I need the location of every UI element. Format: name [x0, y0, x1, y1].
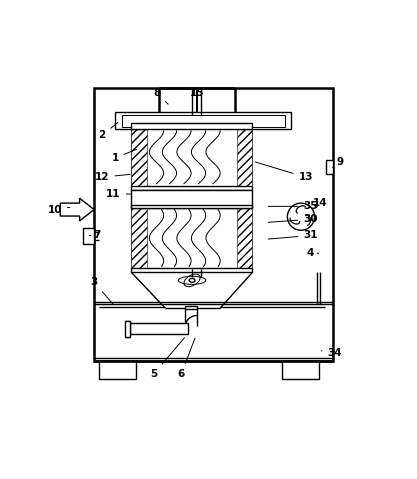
Bar [326, 160, 333, 174]
Bar [130, 323, 188, 334]
Text: 11: 11 [106, 189, 132, 199]
Text: 30: 30 [268, 214, 318, 224]
Bar [94, 89, 333, 362]
Bar [147, 129, 237, 186]
Text: 15: 15 [189, 88, 204, 106]
Text: 35: 35 [268, 201, 318, 211]
Bar [131, 123, 253, 129]
Text: 3: 3 [90, 277, 113, 305]
Text: 6: 6 [178, 338, 195, 379]
Bar [131, 268, 253, 272]
Bar [131, 129, 253, 186]
Text: 9: 9 [333, 157, 343, 168]
Bar [131, 205, 253, 208]
Text: 10: 10 [48, 205, 70, 215]
Text: 4: 4 [307, 248, 319, 258]
Text: 7: 7 [89, 230, 101, 240]
Text: 5: 5 [150, 338, 184, 379]
Text: 8: 8 [153, 88, 168, 104]
Bar [83, 228, 95, 244]
Bar [131, 186, 253, 190]
Bar [125, 321, 131, 337]
Bar [131, 190, 253, 208]
Bar [122, 114, 285, 127]
Bar [99, 361, 136, 379]
Bar [115, 112, 291, 129]
Bar [281, 361, 319, 379]
Text: 13: 13 [255, 162, 313, 182]
Text: 31: 31 [268, 230, 318, 240]
Text: 12: 12 [95, 172, 130, 182]
Text: 14: 14 [313, 198, 328, 208]
Text: 2: 2 [98, 123, 118, 140]
Bar [131, 208, 253, 269]
Bar [185, 306, 196, 309]
Bar [147, 208, 237, 269]
Text: 34: 34 [322, 348, 342, 358]
Text: 1: 1 [111, 149, 137, 163]
